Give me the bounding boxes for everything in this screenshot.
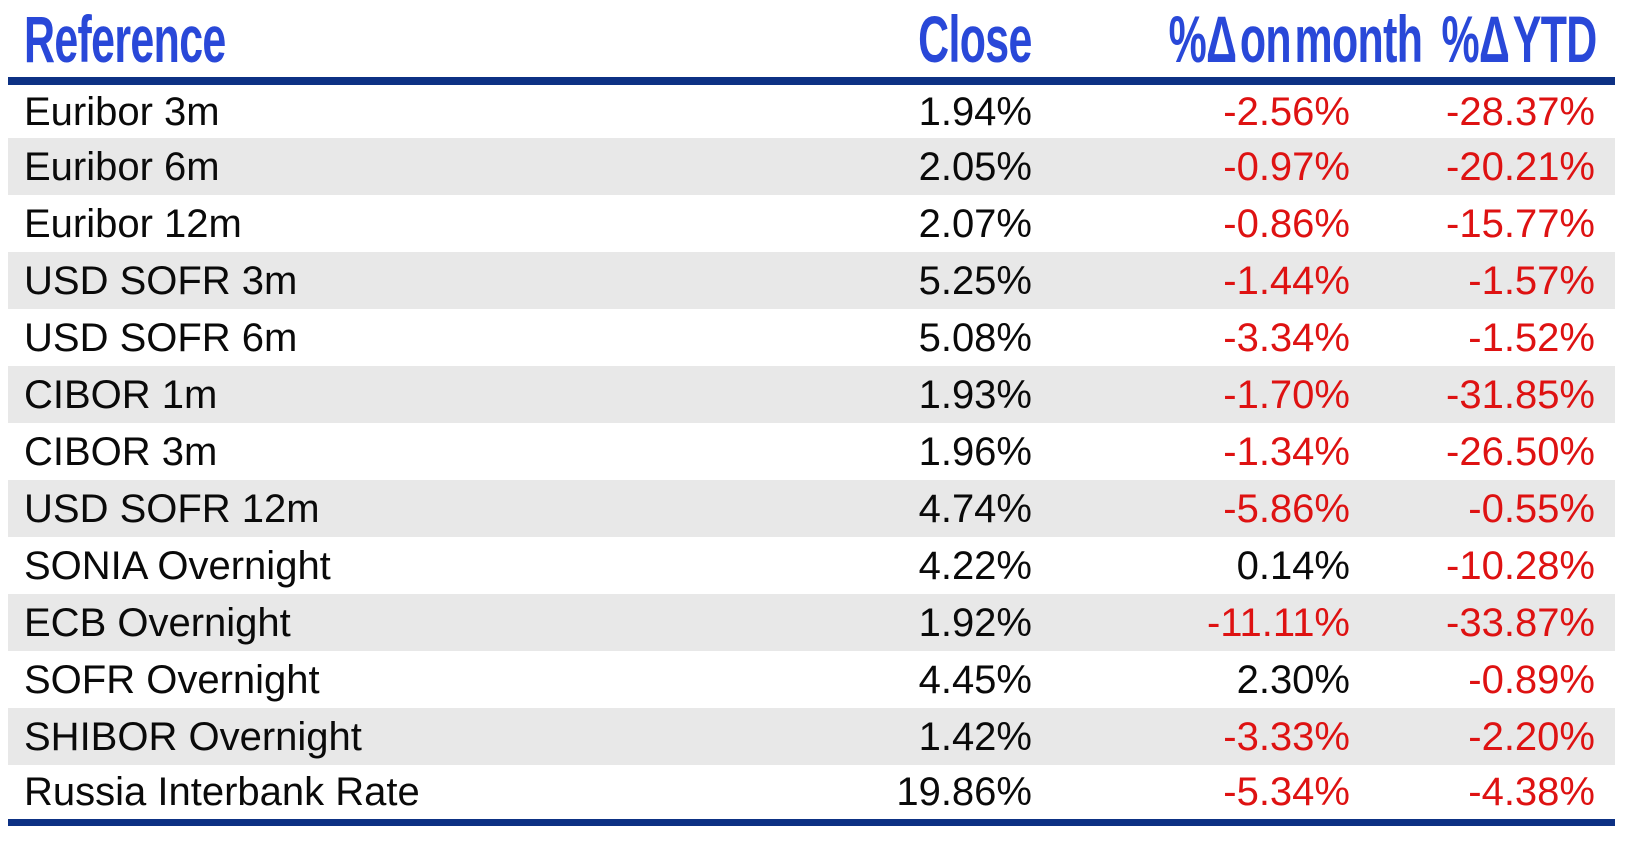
column-header-ytd-change-label: %Δ YTD bbox=[1441, 1, 1598, 76]
table-row: Euribor 3m 1.94% -2.56% -28.37% bbox=[8, 81, 1615, 138]
month-change-cell: -0.97% bbox=[1223, 144, 1350, 189]
ytd-change-cell: -1.52% bbox=[1468, 315, 1595, 360]
reference-cell: Euribor 3m bbox=[24, 89, 220, 134]
close-cell: 1.92% bbox=[918, 600, 1032, 645]
table-row: Euribor 6m 2.05% -0.97% -20.21% bbox=[8, 138, 1615, 195]
month-change-cell: -2.56% bbox=[1223, 89, 1350, 134]
reference-cell: SONIA Overnight bbox=[24, 543, 331, 588]
table-row: ECB Overnight 1.92% -11.11% -33.87% bbox=[8, 594, 1615, 651]
ytd-change-cell: -4.38% bbox=[1468, 769, 1595, 814]
column-header-close: Close bbox=[628, 0, 1033, 85]
month-change-cell: -1.34% bbox=[1223, 429, 1350, 474]
close-cell: 1.94% bbox=[918, 89, 1032, 134]
ytd-change-cell: -0.55% bbox=[1468, 486, 1595, 531]
reference-cell: SHIBOR Overnight bbox=[24, 714, 362, 759]
close-cell: 2.07% bbox=[918, 201, 1032, 246]
column-header-month-change: %Δ on month bbox=[1032, 0, 1423, 85]
ytd-change-cell: -0.89% bbox=[1468, 657, 1595, 702]
reference-cell: USD SOFR 6m bbox=[24, 315, 298, 360]
column-header-reference-label: Reference bbox=[24, 1, 226, 76]
month-change-cell: -3.34% bbox=[1223, 315, 1350, 360]
month-change-cell: -1.70% bbox=[1223, 372, 1350, 417]
month-change-cell: -0.86% bbox=[1223, 201, 1350, 246]
close-cell: 4.74% bbox=[918, 486, 1032, 531]
table-row: CIBOR 1m 1.93% -1.70% -31.85% bbox=[8, 366, 1615, 423]
reference-cell: Euribor 6m bbox=[24, 144, 220, 189]
table-body: Euribor 3m 1.94% -2.56% -28.37% Euribor … bbox=[8, 81, 1615, 822]
column-header-reference: Reference bbox=[8, 0, 628, 85]
close-cell: 4.45% bbox=[918, 657, 1032, 702]
reference-cell: Euribor 12m bbox=[24, 201, 242, 246]
table-row: SHIBOR Overnight 1.42% -3.33% -2.20% bbox=[8, 708, 1615, 765]
column-header-ytd-change: %Δ YTD bbox=[1350, 0, 1615, 85]
month-change-cell: -3.33% bbox=[1223, 714, 1350, 759]
reference-cell: CIBOR 3m bbox=[24, 429, 218, 474]
table-row: CIBOR 3m 1.96% -1.34% -26.50% bbox=[8, 423, 1615, 480]
ytd-change-cell: -15.77% bbox=[1446, 201, 1595, 246]
table-row: SONIA Overnight 4.22% 0.14% -10.28% bbox=[8, 537, 1615, 594]
table-row: USD SOFR 12m 4.74% -5.86% -0.55% bbox=[8, 480, 1615, 537]
ytd-change-cell: -10.28% bbox=[1446, 543, 1595, 588]
close-cell: 1.42% bbox=[918, 714, 1032, 759]
column-header-close-label: Close bbox=[918, 1, 1032, 76]
close-cell: 4.22% bbox=[918, 543, 1032, 588]
ytd-change-cell: -20.21% bbox=[1446, 144, 1595, 189]
table-row: Russia Interbank Rate 19.86% -5.34% -4.3… bbox=[8, 765, 1615, 822]
ytd-change-cell: -2.20% bbox=[1468, 714, 1595, 759]
ytd-change-cell: -31.85% bbox=[1446, 372, 1595, 417]
table-row: USD SOFR 6m 5.08% -3.34% -1.52% bbox=[8, 309, 1615, 366]
table-row: SOFR Overnight 4.45% 2.30% -0.89% bbox=[8, 651, 1615, 708]
close-cell: 5.08% bbox=[918, 315, 1032, 360]
close-cell: 2.05% bbox=[918, 144, 1032, 189]
month-change-cell: -5.34% bbox=[1223, 769, 1350, 814]
reference-cell: CIBOR 1m bbox=[24, 372, 218, 417]
ytd-change-cell: -28.37% bbox=[1446, 89, 1595, 134]
ytd-change-cell: -33.87% bbox=[1446, 600, 1595, 645]
table-row: Euribor 12m 2.07% -0.86% -15.77% bbox=[8, 195, 1615, 252]
close-cell: 19.86% bbox=[896, 769, 1032, 814]
header-row: Reference Close %Δ on month %Δ YTD bbox=[8, 0, 1615, 85]
reference-cell: Russia Interbank Rate bbox=[24, 769, 420, 814]
reference-cell: USD SOFR 3m bbox=[24, 258, 298, 303]
reference-cell: ECB Overnight bbox=[24, 600, 291, 645]
table-row: USD SOFR 3m 5.25% -1.44% -1.57% bbox=[8, 252, 1615, 309]
close-cell: 1.93% bbox=[918, 372, 1032, 417]
ytd-change-cell: -1.57% bbox=[1468, 258, 1595, 303]
column-header-month-change-label: %Δ on month bbox=[1168, 1, 1423, 76]
month-change-cell: -1.44% bbox=[1223, 258, 1350, 303]
month-change-cell: -5.86% bbox=[1223, 486, 1350, 531]
reference-rates-table: Reference Close %Δ on month %Δ YTD Eurib… bbox=[8, 0, 1615, 826]
month-change-cell: 2.30% bbox=[1236, 657, 1350, 702]
table-header: Reference Close %Δ on month %Δ YTD bbox=[8, 0, 1615, 85]
close-cell: 5.25% bbox=[918, 258, 1032, 303]
close-cell: 1.96% bbox=[918, 429, 1032, 474]
ytd-change-cell: -26.50% bbox=[1446, 429, 1595, 474]
month-change-cell: 0.14% bbox=[1236, 543, 1350, 588]
reference-cell: USD SOFR 12m bbox=[24, 486, 320, 531]
month-change-cell: -11.11% bbox=[1206, 600, 1350, 645]
reference-cell: SOFR Overnight bbox=[24, 657, 320, 702]
